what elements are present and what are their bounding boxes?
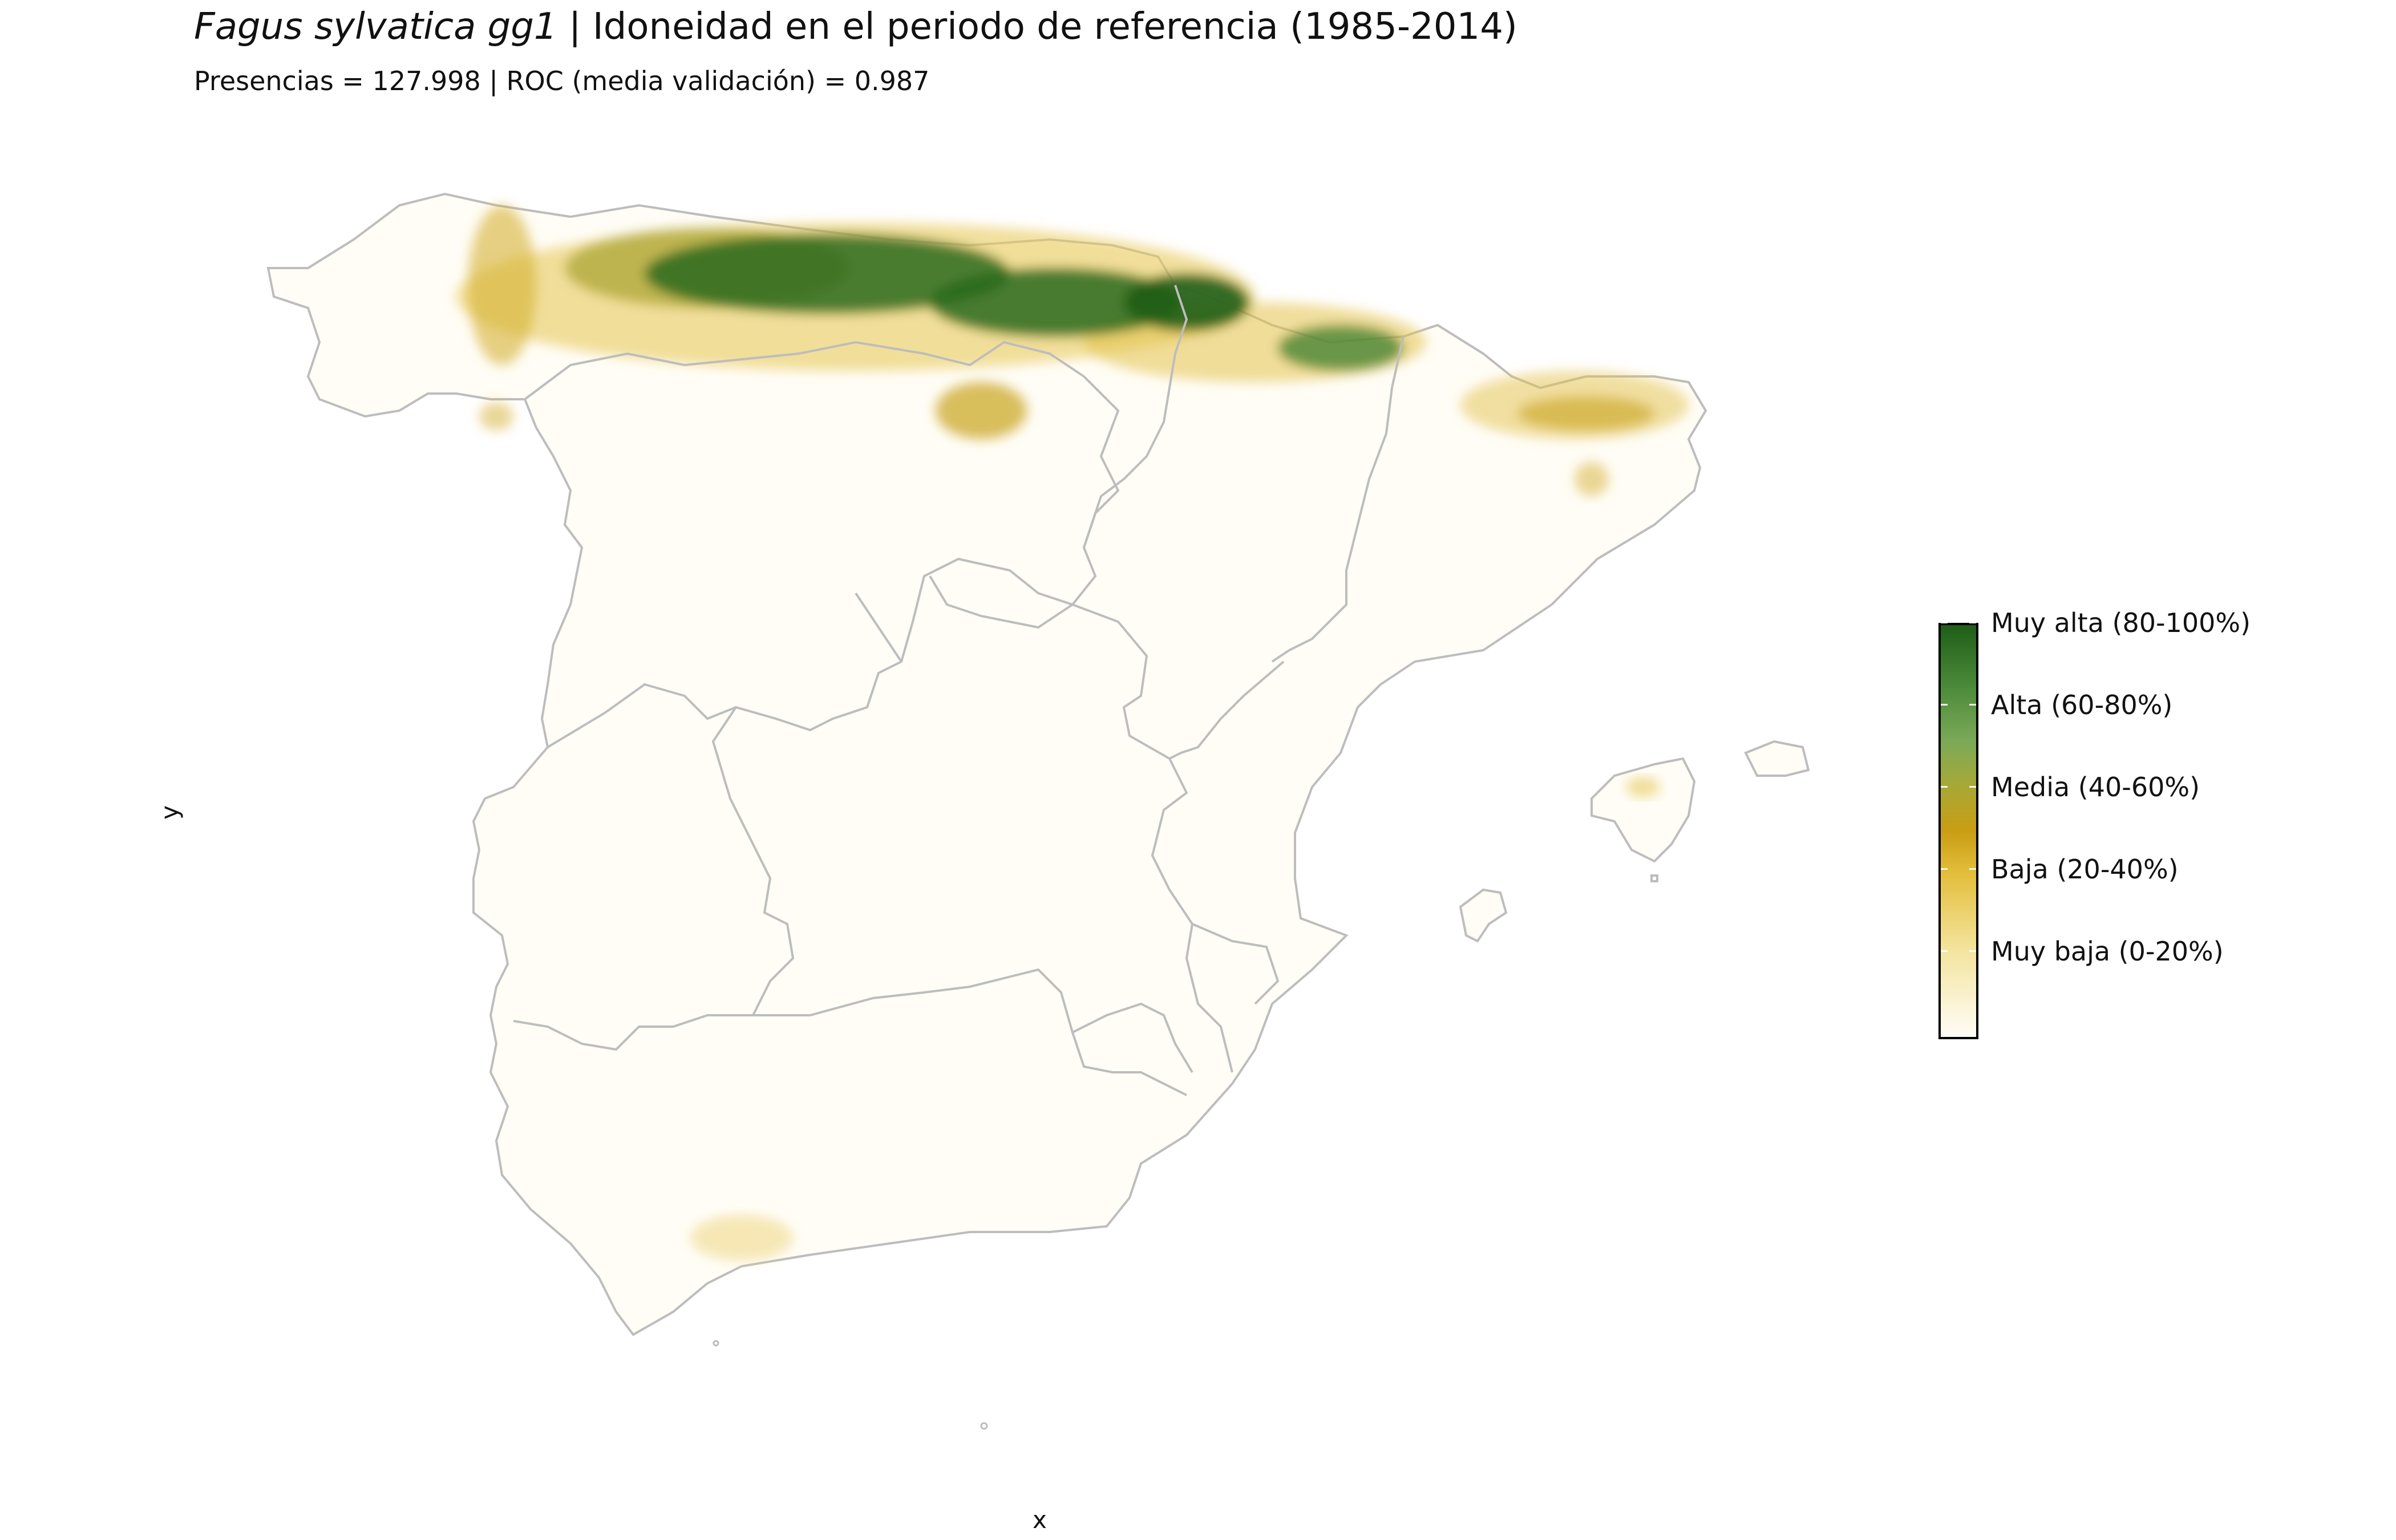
islet — [713, 1340, 719, 1347]
suitability-layer — [456, 205, 1689, 1261]
title-species: Fagus sylvatica gg1 — [194, 6, 557, 48]
legend-colorbar — [1938, 623, 1978, 1039]
balearic-islands — [1459, 740, 1810, 943]
legend-label-medium: Media (40-60%) — [1991, 772, 2200, 803]
title-rest: | Idoneidad en el periodo de referencia … — [557, 6, 1517, 48]
map-title: Fagus sylvatica gg1 | Idoneidad en el pe… — [194, 6, 1517, 48]
legend-label-very-high: Muy alta (80-100%) — [1991, 607, 2251, 638]
region-borders — [513, 285, 1405, 1096]
y-axis-label: y — [155, 805, 184, 820]
x-axis-label: x — [1033, 1506, 1047, 1534]
islet — [980, 1422, 988, 1430]
map-subtitle: Presencias = 127.998 | ROC (media valida… — [194, 66, 930, 96]
legend-label-low: Baja (20-40%) — [1991, 854, 2179, 885]
legend-label-very-low: Muy baja (0-20%) — [1991, 936, 2224, 967]
legend-label-high: Alta (60-80%) — [1991, 690, 2173, 720]
